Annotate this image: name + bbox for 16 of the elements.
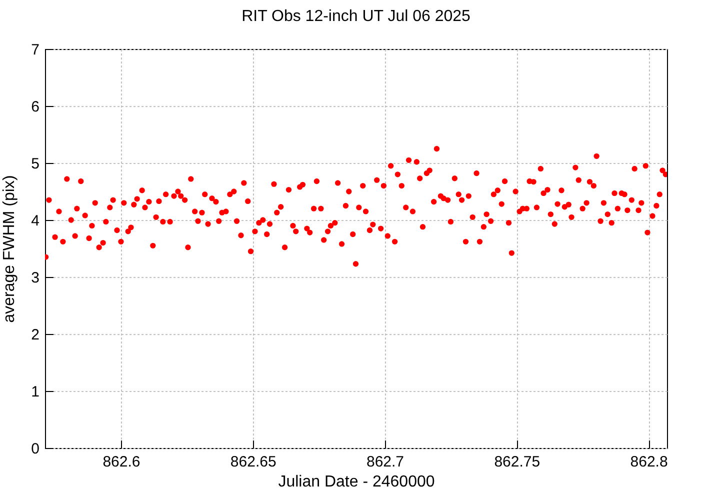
y-tick-label: 7	[31, 42, 40, 58]
y-tick-label: 1	[31, 384, 40, 400]
x-tick-label: 862.6	[102, 454, 140, 470]
y-tick-label: 5	[31, 156, 40, 172]
x-tick-label: 862.8	[630, 454, 668, 470]
x-tick-label: 862.65	[230, 454, 276, 470]
y-axis-title: average FWHM (pix)	[1, 175, 18, 323]
chart-title: RIT Obs 12-inch UT Jul 06 2025	[242, 8, 471, 25]
y-tick-label: 4	[31, 212, 40, 230]
y-tick-label: 0	[31, 440, 40, 458]
y-tick-label: 2	[31, 326, 40, 344]
y-tick-label: 3	[31, 270, 40, 286]
x-tick-label: 862.75	[494, 454, 540, 470]
y-tick-label: 6	[31, 98, 40, 116]
x-tick-label: 862.7	[366, 454, 404, 470]
x-axis-title: Julian Date - 2460000	[278, 474, 435, 490]
